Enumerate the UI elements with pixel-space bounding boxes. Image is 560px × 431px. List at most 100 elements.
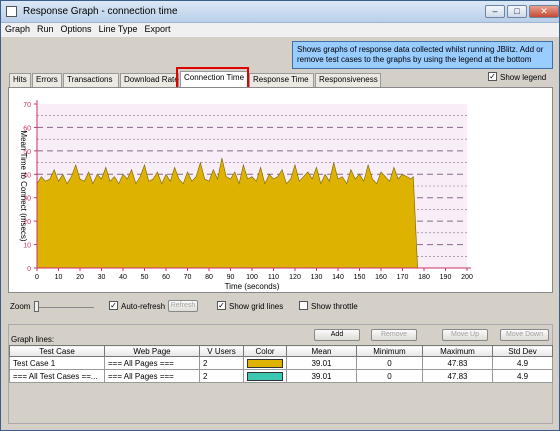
series-area (36, 157, 418, 269)
x-tick-label: 190 (440, 274, 452, 281)
checkmark-icon: ✓ (488, 72, 497, 82)
x-tick-label: 170 (397, 274, 409, 281)
y-tick-label: 40 (23, 172, 31, 179)
cell-std-dev: 4.9 (492, 369, 553, 383)
menu-run[interactable]: Run (37, 24, 54, 34)
tab-transactions[interactable]: Transactions (63, 73, 119, 87)
x-tick-label: 20 (76, 274, 84, 281)
title-bar[interactable]: Response Graph - connection time – □ ✕ (1, 1, 559, 23)
column-header-color[interactable]: Color (243, 345, 287, 357)
x-tick-label: 110 (268, 274, 279, 281)
cell-web-page: === All Pages === (104, 356, 200, 370)
tab-hits[interactable]: Hits (9, 73, 31, 87)
column-header-test-case[interactable]: Test Case (9, 345, 105, 357)
zoom-slider-track (34, 307, 94, 308)
column-header-maximum[interactable]: Maximum (422, 345, 493, 357)
color-swatch[interactable] (247, 358, 283, 368)
column-header-mean[interactable]: Mean (286, 345, 357, 357)
x-tick-label: 40 (119, 274, 127, 281)
cell-v-users: 2 (199, 356, 244, 370)
column-header-minimum[interactable]: Minimum (356, 345, 423, 357)
cell-color[interactable] (243, 356, 287, 370)
x-tick-label: 130 (311, 274, 323, 281)
x-tick-label: 120 (289, 274, 301, 281)
cell-web-page: === All Pages === (104, 369, 200, 383)
tab-response-time[interactable]: Response Time (249, 73, 314, 87)
column-header-v-users[interactable]: V Users (199, 345, 244, 357)
y-axis-label: Mean Time to Connect (msecs) (19, 130, 28, 241)
show-throttle-checkbox[interactable]: Show throttle (299, 301, 358, 311)
menu-graph[interactable]: Graph (5, 24, 31, 34)
cell-maximum: 47.83 (422, 356, 493, 370)
x-tick-label: 0 (35, 274, 39, 281)
show-legend-checkbox[interactable]: ✓ Show legend (488, 72, 547, 82)
info-box: Shows graphs of response data collected … (292, 41, 553, 69)
cell-minimum: 0 (356, 356, 423, 370)
tab-download-rate[interactable]: Download Rate (120, 73, 179, 87)
column-header-std-dev[interactable]: Std Dev (492, 345, 553, 357)
show-legend-label: Show legend (500, 73, 547, 82)
column-header-web-page[interactable]: Web Page (104, 345, 200, 357)
connection-time-chart: 0 10 20 30 40 50 60 70 0 10 20 30 40 50 60 70 80 90 100 110… (19, 100, 473, 291)
x-tick-label: 60 (162, 274, 170, 281)
y-tick-label: 20 (23, 219, 31, 226)
x-tick-label: 10 (55, 274, 63, 281)
y-tick-label: 50 (23, 149, 31, 156)
x-tick-label: 70 (184, 274, 192, 281)
show-grid-lines-label: Show grid lines (229, 302, 284, 311)
cell-mean: 39.01 (286, 356, 357, 370)
y-tick-label: 60 (23, 125, 31, 132)
y-tick-label: 0 (27, 266, 31, 273)
x-tick-label: 100 (246, 274, 258, 281)
x-tick-label: 200 (461, 274, 473, 281)
tab-responsiveness[interactable]: Responsiveness (315, 73, 381, 87)
menu-export[interactable]: Export (144, 24, 171, 34)
x-tick-label: 160 (375, 274, 387, 281)
zoom-label: Zoom (10, 302, 31, 311)
zoom-slider-thumb[interactable] (34, 301, 39, 312)
x-tick-label: 90 (227, 274, 235, 281)
checkmark-icon: ✓ (217, 301, 226, 311)
remove-button[interactable]: Remove (371, 329, 417, 341)
auto-refresh-checkbox[interactable]: ✓ Auto-refresh (109, 301, 166, 311)
app-icon (6, 6, 17, 17)
show-grid-lines-checkbox[interactable]: ✓ Show grid lines (217, 301, 284, 311)
graph-lines-label: Graph lines: (11, 335, 55, 344)
add-button[interactable]: Add (314, 329, 360, 341)
y-tick-label: 10 (23, 243, 31, 250)
x-tick-label: 180 (418, 274, 430, 281)
auto-refresh-label: Auto-refresh (121, 302, 166, 311)
refresh-button[interactable]: Refresh (168, 300, 198, 312)
menu-line-type[interactable]: Line Type (98, 24, 138, 34)
cell-mean: 39.01 (286, 369, 357, 383)
x-axis-label: Time (seconds) (225, 282, 280, 291)
controls-row: Zoom ✓ Auto-refresh Refresh ✓ Show grid li… (8, 299, 553, 315)
show-throttle-label: Show throttle (311, 302, 358, 311)
x-tick-label: 150 (354, 274, 366, 281)
menu-bar: Graph Run Options Line Type Export (1, 23, 559, 37)
table-row[interactable]: === All Test Cases ==... === All Pages =… (9, 369, 553, 383)
color-swatch[interactable] (247, 371, 283, 381)
y-tick-label: 30 (23, 196, 31, 203)
zoom-slider[interactable] (34, 300, 94, 312)
cell-test-case: Test Case 1 (9, 356, 105, 370)
menu-options[interactable]: Options (60, 24, 92, 34)
move-up-button[interactable]: Move Up (442, 329, 488, 341)
y-tick-label: 70 (23, 102, 31, 109)
maximize-button[interactable]: □ (507, 5, 527, 18)
cell-std-dev: 4.9 (492, 356, 553, 370)
tab-errors[interactable]: Errors (32, 73, 62, 87)
checkmark-icon: ✓ (109, 301, 118, 311)
cell-color[interactable] (243, 369, 287, 383)
cell-v-users: 2 (199, 369, 244, 383)
cell-minimum: 0 (356, 369, 423, 383)
minimize-button[interactable]: – (485, 5, 505, 18)
cell-test-case: === All Test Cases ==... (9, 369, 105, 383)
move-down-button[interactable]: Move Down (500, 329, 549, 341)
x-tick-label: 80 (205, 274, 213, 281)
x-tick-label: 50 (141, 274, 149, 281)
x-tick-label: 140 (332, 274, 344, 281)
cell-maximum: 47.83 (422, 369, 493, 383)
table-row[interactable]: Test Case 1 === All Pages === 2 39.01 0 … (9, 356, 553, 370)
close-button[interactable]: ✕ (529, 5, 559, 18)
